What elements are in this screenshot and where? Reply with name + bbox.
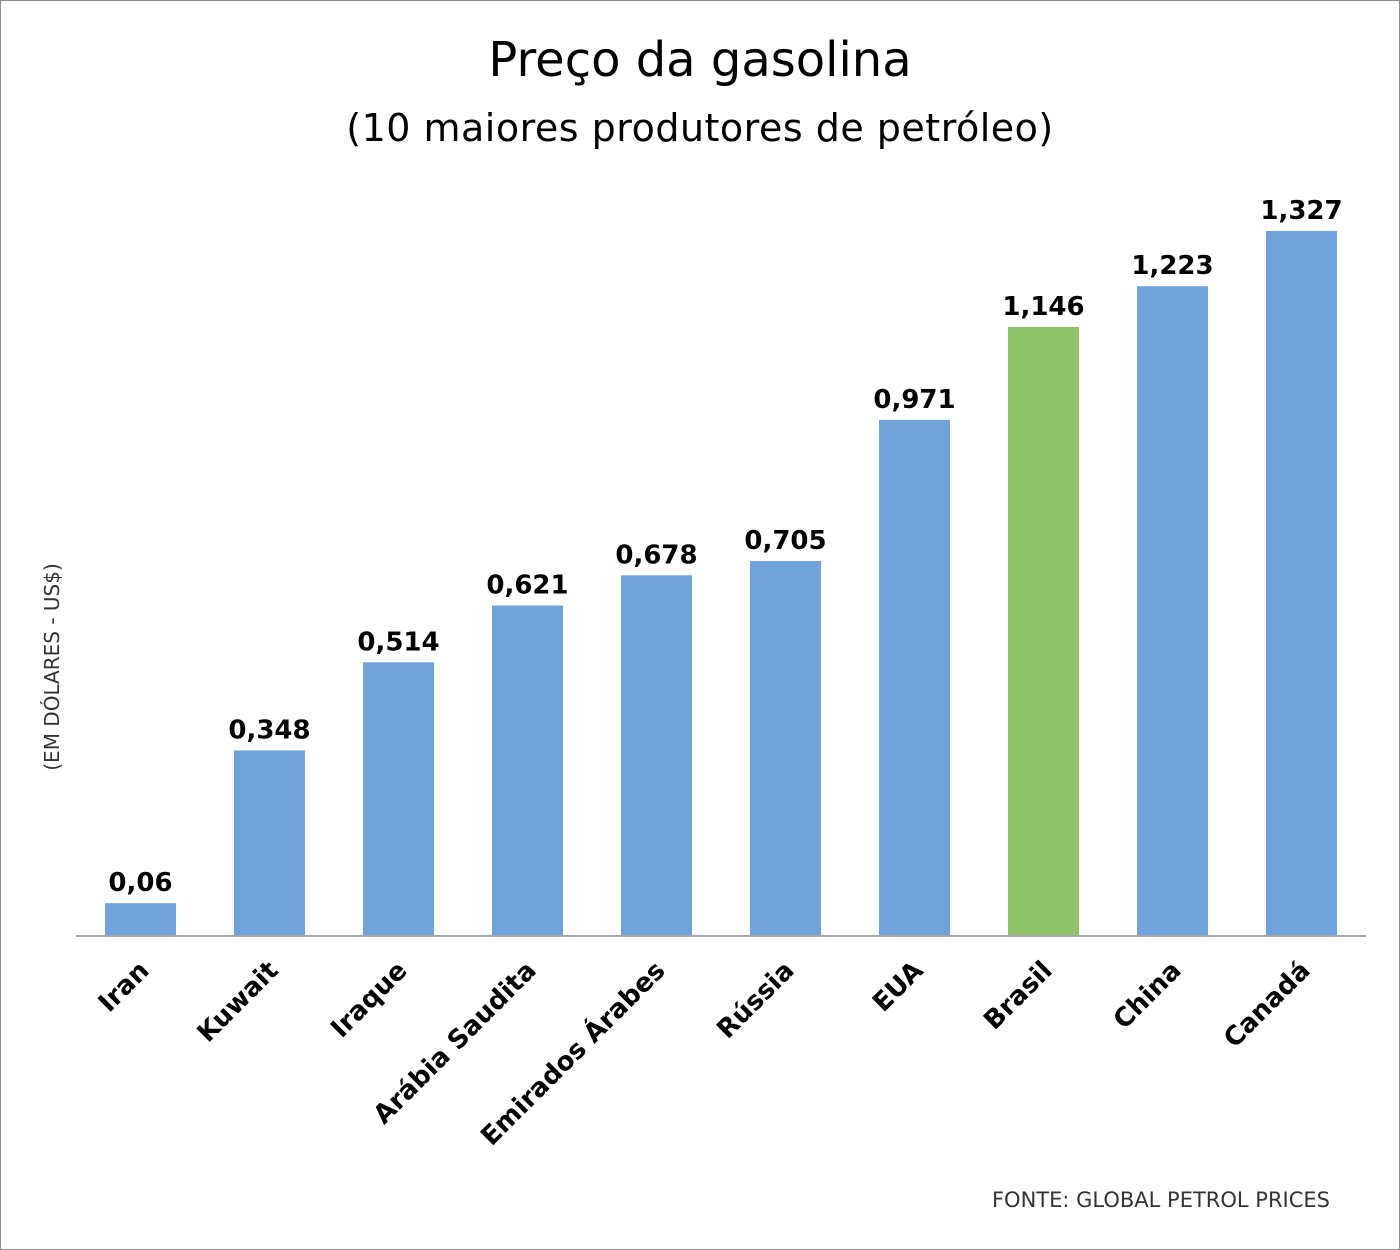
value-label: 1,223 xyxy=(1131,251,1213,281)
bar-ar-bia-saudita xyxy=(492,605,563,935)
source-note: FONTE: GLOBAL PETROL PRICES xyxy=(991,1188,1330,1212)
value-label: 1,146 xyxy=(1002,292,1084,322)
bar-china xyxy=(1137,286,1208,935)
category-label: Kuwait xyxy=(192,956,285,1049)
category-label: Brasil xyxy=(978,956,1058,1036)
bar-iraque xyxy=(363,662,434,935)
category-label: China xyxy=(1108,956,1188,1036)
bar-iran xyxy=(105,903,176,935)
category-label: Iraque xyxy=(325,956,413,1044)
value-label: 0,06 xyxy=(108,868,172,898)
chart-subtitle: (10 maiores produtores de petróleo) xyxy=(346,106,1054,150)
value-label: 0,348 xyxy=(228,715,310,745)
bar-brasil xyxy=(1008,327,1079,935)
bar-eua xyxy=(879,419,950,935)
bar-emirados-rabes xyxy=(621,575,692,935)
value-label: 1,327 xyxy=(1260,196,1342,226)
value-label: 0,514 xyxy=(357,627,439,657)
category-label: Rússia xyxy=(711,956,800,1045)
category-label: EUA xyxy=(867,956,929,1018)
value-label: 0,678 xyxy=(615,540,697,570)
chart-title: Preço da gasolina xyxy=(488,32,912,88)
category-label: Iran xyxy=(93,956,156,1019)
value-label: 0,621 xyxy=(486,571,568,601)
bar-kuwait xyxy=(234,750,305,935)
value-label: 0,971 xyxy=(873,385,955,415)
bar-canad- xyxy=(1266,231,1337,935)
value-label: 0,705 xyxy=(744,526,826,556)
category-label: Canadá xyxy=(1218,956,1316,1054)
bar-r-ssia xyxy=(750,561,821,935)
